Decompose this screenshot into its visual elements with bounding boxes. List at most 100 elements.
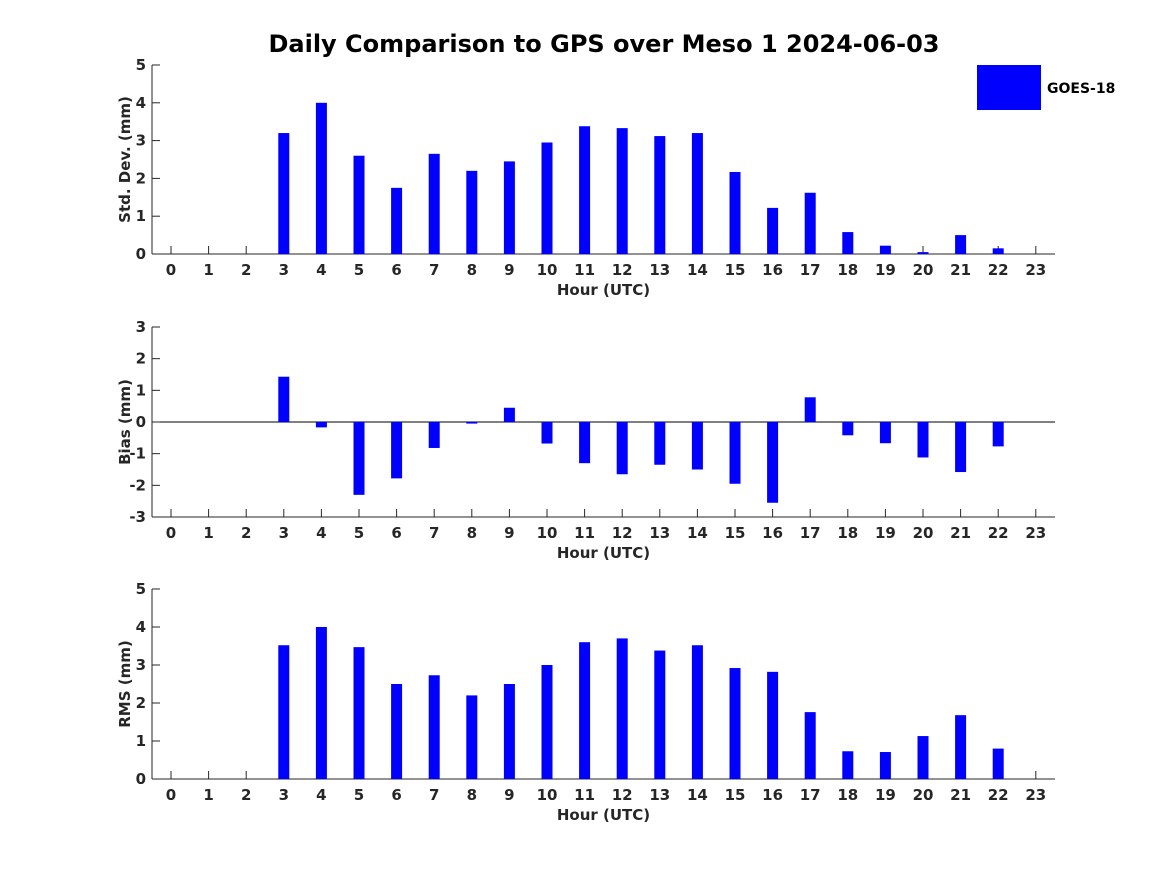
x-tick-label: 0	[166, 524, 176, 542]
x-tick-label: 16	[762, 524, 783, 542]
bar-hour-13	[654, 650, 666, 779]
bar-hour-21	[955, 422, 967, 473]
bar-hour-20	[917, 736, 929, 779]
x-tick-label: 3	[279, 786, 289, 804]
y-tick-label: 0	[136, 245, 146, 263]
x-tick-label: 15	[725, 261, 746, 279]
x-tick-label: 22	[988, 786, 1009, 804]
bar-hour-17	[804, 397, 816, 422]
x-tick-label: 20	[913, 261, 934, 279]
x-tick-label: 19	[875, 786, 896, 804]
y-tick-label: 1	[136, 381, 146, 399]
bar-hour-11	[579, 422, 591, 464]
bar-hour-4	[315, 627, 327, 779]
x-tick-label: 21	[950, 261, 971, 279]
y-axis-label: Std. Dev. (mm)	[116, 96, 134, 223]
bar-hour-22	[992, 748, 1004, 779]
legend: GOES-18	[977, 65, 1115, 110]
bar-hour-11	[579, 126, 591, 254]
x-tick-label: 8	[467, 786, 477, 804]
bar-hour-14	[691, 645, 703, 779]
legend-label: GOES-18	[1047, 81, 1115, 97]
bar-hour-16	[767, 422, 779, 503]
bar-hour-12	[616, 422, 628, 475]
bar-hour-14	[691, 133, 703, 254]
x-tick-label: 9	[504, 524, 514, 542]
y-tick-label: -1	[129, 445, 146, 463]
x-tick-label: 5	[354, 261, 364, 279]
x-axis-label: Hour (UTC)	[557, 544, 650, 562]
x-tick-label: 9	[504, 261, 514, 279]
x-tick-label: 21	[950, 786, 971, 804]
bar-hour-9	[503, 161, 515, 254]
x-tick-label: 2	[241, 524, 251, 542]
y-tick-label: 2	[136, 350, 146, 368]
x-axis-label: Hour (UTC)	[557, 806, 650, 824]
y-tick-label: 3	[136, 318, 146, 336]
bar-hour-4	[315, 102, 327, 254]
x-tick-label: 1	[203, 261, 213, 279]
x-tick-label: 7	[429, 786, 439, 804]
x-tick-label: 12	[612, 524, 633, 542]
bar-hour-6	[391, 187, 403, 254]
x-tick-label: 8	[467, 524, 477, 542]
x-tick-label: 13	[649, 524, 670, 542]
x-tick-label: 8	[467, 261, 477, 279]
x-tick-label: 9	[504, 786, 514, 804]
bar-hour-19	[879, 245, 891, 254]
x-tick-label: 7	[429, 261, 439, 279]
bar-hour-22	[992, 248, 1004, 254]
bar-hour-5	[353, 422, 365, 495]
x-tick-label: 16	[762, 261, 783, 279]
x-tick-label: 22	[988, 261, 1009, 279]
bar-hour-13	[654, 422, 666, 465]
y-tick-label: 1	[136, 732, 146, 750]
x-tick-label: 7	[429, 524, 439, 542]
y-tick-label: -3	[129, 508, 146, 526]
bar-hour-3	[278, 645, 290, 779]
bar-hour-16	[767, 671, 779, 779]
x-tick-label: 6	[391, 786, 401, 804]
x-tick-label: 10	[537, 786, 558, 804]
y-tick-label: 5	[136, 56, 146, 74]
x-tick-label: 14	[687, 524, 708, 542]
chart-title: Daily Comparison to GPS over Meso 1 2024…	[268, 30, 939, 58]
bar-hour-7	[428, 422, 440, 448]
x-tick-label: 18	[837, 524, 858, 542]
x-tick-label: 14	[687, 786, 708, 804]
bar-hour-17	[804, 192, 816, 254]
y-axis-label: RMS (mm)	[116, 640, 134, 727]
bar-hour-8	[466, 695, 478, 779]
bar-hour-8	[466, 170, 478, 254]
x-tick-label: 5	[354, 524, 364, 542]
x-tick-label: 6	[391, 524, 401, 542]
bar-hour-14	[691, 422, 703, 470]
bar-hour-12	[616, 638, 628, 779]
x-tick-label: 1	[203, 786, 213, 804]
bar-hour-6	[391, 422, 403, 479]
x-tick-label: 4	[316, 786, 326, 804]
x-tick-label: 10	[537, 261, 558, 279]
bar-hour-10	[541, 142, 553, 254]
y-tick-label: 3	[136, 656, 146, 674]
x-tick-label: 15	[725, 524, 746, 542]
bar-hour-11	[579, 642, 591, 779]
bar-hour-15	[729, 422, 741, 484]
bar-hour-3	[278, 376, 290, 422]
y-tick-label: 2	[136, 694, 146, 712]
y-tick-label: 3	[136, 132, 146, 150]
x-tick-label: 19	[875, 261, 896, 279]
bar-hour-21	[955, 715, 967, 779]
y-axis-label: Bias (mm)	[116, 379, 134, 465]
bar-hour-5	[353, 647, 365, 779]
bar-hour-19	[879, 752, 891, 779]
y-tick-label: 4	[136, 94, 146, 112]
x-tick-label: 23	[1025, 261, 1046, 279]
x-tick-label: 3	[279, 524, 289, 542]
x-tick-label: 2	[241, 261, 251, 279]
x-tick-label: 0	[166, 786, 176, 804]
bar-hour-4	[315, 422, 327, 428]
